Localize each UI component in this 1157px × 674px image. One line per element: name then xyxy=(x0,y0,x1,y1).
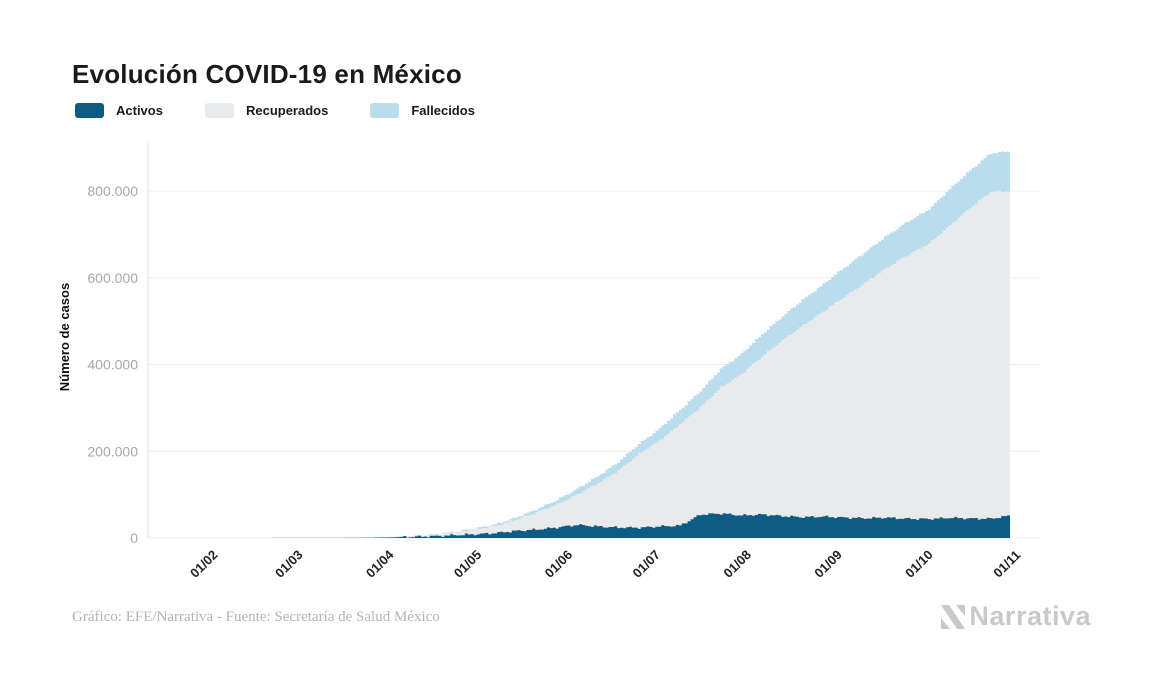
x-tick-label: 01/05 xyxy=(451,547,485,581)
narrativa-logo-text: Narrativa xyxy=(969,601,1091,631)
y-tick-label: 600.000 xyxy=(87,270,138,286)
recuperados-swatch-icon xyxy=(204,103,234,118)
y-tick-label: 200.000 xyxy=(87,443,138,459)
x-tick-label: 01/06 xyxy=(542,547,576,581)
x-tick-label: 01/03 xyxy=(272,547,306,581)
legend-item-recuperados: Recuperados xyxy=(204,103,329,118)
x-tick-label: 01/02 xyxy=(187,547,221,581)
legend-item-fallecidos: Fallecidos xyxy=(370,103,475,118)
legend-label-fallecidos: Fallecidos xyxy=(411,103,475,118)
source-credit: Gráfico: EFE/Narrativa - Fuente: Secreta… xyxy=(72,609,440,625)
activos-area xyxy=(151,513,1011,538)
x-tick-label: 01/09 xyxy=(811,547,845,581)
x-tick-label: 01/11 xyxy=(990,547,1023,580)
x-tick-label: 01/07 xyxy=(630,547,664,581)
narrativa-logo: Narrativa xyxy=(940,601,1091,632)
narrativa-logo-icon xyxy=(941,604,966,629)
y-axis-title: Número de casos xyxy=(57,283,72,391)
y-tick-label: 0 xyxy=(130,530,138,546)
y-tick-label: 400.000 xyxy=(87,357,138,373)
page-title: Evolución COVID-19 en México xyxy=(72,59,462,90)
legend-item-activos: Activos xyxy=(75,103,163,118)
y-tick-label: 800.000 xyxy=(87,183,138,199)
fallecidos-swatch-icon xyxy=(370,103,400,118)
legend-label-recuperados: Recuperados xyxy=(245,103,329,118)
x-tick-label: 01/08 xyxy=(720,547,754,581)
x-tick-label: 01/10 xyxy=(902,547,936,581)
activos-swatch-icon xyxy=(75,103,104,118)
legend-label-activos: Activos xyxy=(116,103,163,118)
recuperados-area xyxy=(151,190,1011,539)
legend: Activos Recuperados Fallecidos xyxy=(75,103,475,118)
x-tick-label: 01/04 xyxy=(363,546,397,580)
